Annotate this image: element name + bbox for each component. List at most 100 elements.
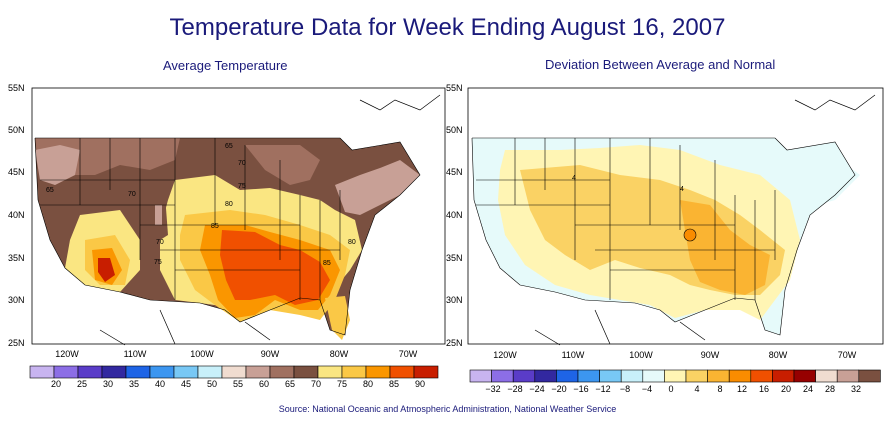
left-legend-labels: 20 25 30 35 40 45 50 55 60 65 70 75 80 8… [51, 379, 425, 389]
legend-swatch [642, 369, 665, 383]
legend-swatch [772, 369, 795, 383]
legend-swatch [664, 369, 687, 383]
state-lines-left [34, 137, 421, 336]
legend-swatch [149, 365, 175, 379]
right-lat-label: 40N [446, 210, 463, 220]
legend-label: −8 [620, 384, 630, 394]
contour-label: 70 [238, 160, 246, 167]
florida-80 [325, 296, 350, 340]
legend-swatch [293, 365, 319, 379]
legend-swatch [793, 369, 816, 383]
ne-cool [790, 160, 860, 210]
right-lon-label: 70W [838, 350, 857, 360]
legend-swatch [512, 369, 536, 383]
legend-swatch [836, 369, 860, 383]
legend-swatch [389, 365, 415, 379]
west-coast-65 [35, 145, 80, 185]
legend-swatch [491, 369, 514, 383]
legend-label: 45 [181, 379, 191, 389]
mountain-light [155, 205, 162, 225]
legend-swatch [221, 365, 247, 379]
state-lines-right [471, 137, 856, 336]
left-lon-labels: 120W 110W 100W 90W 80W 70W [55, 349, 418, 359]
left-lat-label: 55N [8, 83, 25, 93]
legend-swatch [620, 369, 644, 383]
legend-swatch [577, 369, 600, 383]
legend-swatch [53, 365, 79, 379]
legend-swatch [469, 369, 492, 383]
contour-label: 80 [348, 239, 356, 246]
map-frames [31, 87, 884, 345]
right-lat-label: 45N [446, 167, 463, 177]
legend-label: 60 [259, 379, 269, 389]
right-lon-label: 100W [629, 350, 653, 360]
legend-swatch [245, 365, 271, 379]
left-lat-label: 35N [8, 253, 25, 263]
legend-label: 0 [668, 384, 673, 394]
legend-label: 4 [694, 384, 699, 394]
legend-swatch [750, 369, 773, 383]
contour-label: 65 [225, 143, 233, 150]
left-lon-label: 80W [330, 349, 349, 359]
legend-label: 65 [285, 379, 295, 389]
contour-label: 70 [128, 191, 136, 198]
legend-swatch [29, 365, 55, 379]
source-note: Source: National Oceanic and Atmospheric… [278, 404, 617, 414]
legend-label: −28 [507, 384, 522, 394]
right-lon-label: 120W [493, 350, 517, 360]
right-lat-label: 30N [446, 295, 463, 305]
legend-swatch [77, 365, 103, 379]
left-lat-label: 40N [8, 210, 25, 220]
legend-label: 40 [155, 379, 165, 389]
left-lon-label: 90W [261, 349, 280, 359]
left-lon-label: 70W [399, 349, 418, 359]
legend-label: −12 [595, 384, 610, 394]
legend-swatch [341, 365, 367, 379]
page-title: Temperature Data for Week Ending August … [169, 14, 726, 41]
left-map-fields [35, 138, 420, 340]
right-lat-labels: 55N 50N 45N 40N 35N 30N 25N [446, 83, 463, 348]
right-lon-label: 80W [769, 350, 788, 360]
contour-label: 70 [156, 239, 164, 246]
legend-label: 24 [803, 384, 813, 394]
legend-swatch [413, 365, 439, 379]
legend-label: 20 [51, 379, 61, 389]
right-map-fields [472, 138, 860, 335]
legend-label: 90 [415, 379, 425, 389]
legend-swatch [534, 369, 557, 383]
left-lon-label: 110W [124, 349, 147, 359]
legend-label: −20 [551, 384, 566, 394]
legend-swatch [556, 369, 579, 383]
contour-label: 75 [238, 183, 246, 190]
legend-label: 50 [207, 379, 217, 389]
legend-label: 35 [129, 379, 139, 389]
legend-swatch [858, 369, 881, 383]
sw-90-zone [98, 258, 115, 282]
legend-label: 30 [103, 379, 113, 389]
right-map-subtitle: Deviation Between Average and Normal [545, 57, 776, 72]
legend-label: −16 [573, 384, 588, 394]
left-contour-labels: 65 70 65 70 75 80 85 70 75 80 85 [46, 143, 356, 267]
right-lon-labels: 120W 110W 100W 90W 80W 70W [493, 350, 857, 360]
legend-label: 32 [851, 384, 861, 394]
legend-label: 85 [389, 379, 399, 389]
legend-label: 20 [781, 384, 791, 394]
left-lat-label: 50N [8, 125, 25, 135]
contour-label: 65 [46, 187, 54, 194]
great-lakes-65 [245, 145, 320, 185]
left-lat-label: 30N [8, 295, 25, 305]
left-lat-label: 45N [8, 167, 25, 177]
contour-label: 85 [323, 260, 331, 267]
legend-label: 12 [737, 384, 747, 394]
legend-swatch [173, 365, 199, 379]
legend-swatch [815, 369, 838, 383]
contour-label: 75 [154, 259, 162, 266]
right-legend: −32 −28 −24 −20 −16 −12 −8 −4 0 4 8 12 1… [469, 369, 881, 394]
legend-swatch [599, 369, 622, 383]
legend-label: 55 [233, 379, 243, 389]
legend-label: 80 [363, 379, 373, 389]
legend-swatch [728, 369, 752, 383]
legend-swatch [197, 365, 223, 379]
legend-swatch [125, 365, 151, 379]
legend-swatch [707, 369, 730, 383]
